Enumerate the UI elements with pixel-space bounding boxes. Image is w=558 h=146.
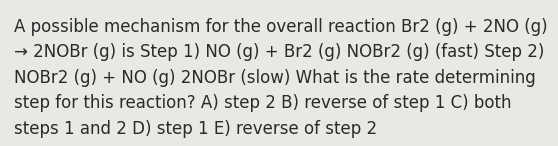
- Text: A possible mechanism for the overall reaction Br2 (g) + 2NO (g): A possible mechanism for the overall rea…: [14, 18, 547, 35]
- Text: step for this reaction? A) step 2 B) reverse of step 1 C) both: step for this reaction? A) step 2 B) rev…: [14, 94, 512, 112]
- Text: NOBr2 (g) + NO (g) 2NOBr (slow) What is the rate determining: NOBr2 (g) + NO (g) 2NOBr (slow) What is …: [14, 69, 536, 87]
- Text: steps 1 and 2 D) step 1 E) reverse of step 2: steps 1 and 2 D) step 1 E) reverse of st…: [14, 120, 377, 138]
- Text: → 2NOBr (g) is Step 1) NO (g) + Br2 (g) NOBr2 (g) (fast) Step 2): → 2NOBr (g) is Step 1) NO (g) + Br2 (g) …: [14, 43, 544, 61]
